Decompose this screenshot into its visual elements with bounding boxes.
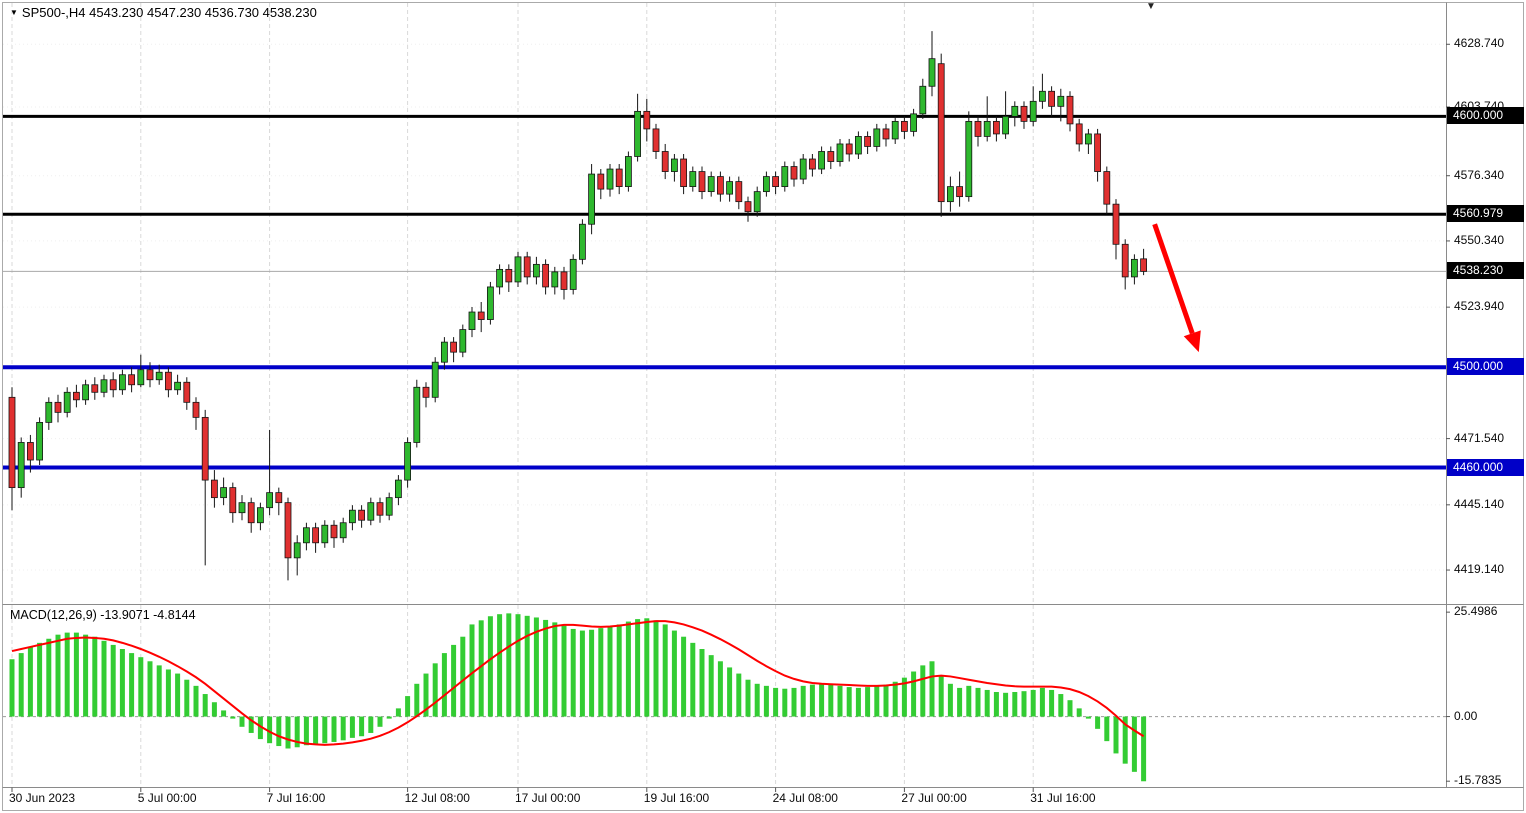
price-level-badge: 4600.000 (1447, 107, 1524, 125)
price-tick-label: 4628.740 (1454, 36, 1505, 51)
price-tick-label: 4576.340 (1454, 167, 1505, 182)
date-tick-label: 31 Jul 16:00 (1030, 791, 1096, 805)
symbol-period-label: SP500-,H4 (21, 5, 86, 20)
price-tick-label: 4445.140 (1454, 496, 1505, 511)
date-tick-label: 5 Jul 00:00 (137, 791, 197, 805)
date-tick-label: 7 Jul 16:00 (266, 791, 326, 805)
price-tick-label: 4471.540 (1454, 430, 1505, 445)
current-price-badge: 4538.230 (1447, 262, 1524, 280)
date-tick-label: 12 Jul 08:00 (404, 791, 470, 805)
macd-tick-label: 25.4986 (1454, 604, 1498, 619)
date-axis[interactable]: 30 Jun 2023 5 Jul 00:00 7 Jul 16:00 12 Jul … (0, 789, 1447, 813)
trend-arrow[interactable] (1152, 223, 1201, 353)
price-tick-label: 4550.340 (1454, 232, 1505, 247)
date-tick-label: 19 Jul 16:00 (643, 791, 710, 805)
price-axis[interactable]: 4628.740 4603.740 4576.340 4550.340 4523.940… (1447, 0, 1526, 813)
chart-title: ▼ SP500-,H4 4543.230 4547.230 4536.730 45… (10, 5, 317, 20)
date-tick-label: 17 Jul 00:00 (515, 791, 581, 805)
symbol-marker-icon: ▼ (10, 8, 18, 17)
price-level-badge: 4460.000 (1447, 458, 1524, 476)
price-tick-label: 4419.140 (1454, 562, 1505, 577)
macd-tick-label: 0.00 (1454, 708, 1478, 723)
chart-shift-marker-icon[interactable]: ▼ (1146, 1, 1156, 12)
ohlc-values: 4543.230 4547.230 4536.730 4538.230 (89, 5, 317, 20)
date-tick-label: 24 Jul 08:00 (772, 791, 838, 805)
candles (8, 31, 1147, 581)
macd-tick-label: -15.7835 (1454, 773, 1502, 788)
date-tick-label: 30 Jun 2023 (9, 791, 76, 805)
date-tick-label: 27 Jul 00:00 (901, 791, 967, 805)
price-level-badge: 4500.000 (1447, 358, 1524, 376)
macd-signal-line (11, 620, 1145, 746)
macd-histogram (9, 613, 1147, 782)
macd-indicator-label: MACD(12,26,9) -13.9071 -4.8144 (10, 608, 196, 622)
price-tick-label: 4523.940 (1454, 299, 1505, 314)
price-level-badge: 4560.979 (1447, 205, 1524, 223)
